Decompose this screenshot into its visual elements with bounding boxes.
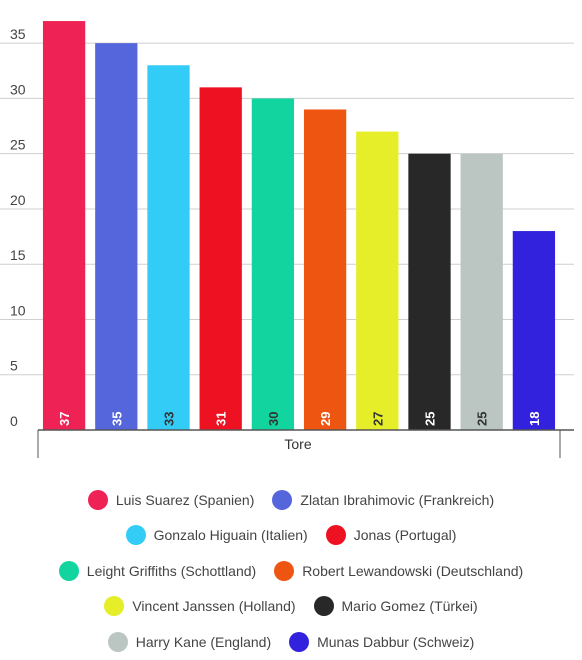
legend-item[interactable]: Luis Suarez (Spanien) (87, 489, 255, 510)
legend-item[interactable]: Mario Gomez (Türkei) (313, 596, 478, 617)
legend-label: Jonas (Portugal) (353, 527, 457, 544)
legend-swatch (272, 489, 293, 510)
y-tick-label: 15 (10, 247, 26, 263)
bar (42, 21, 86, 430)
legend-row: Gonzalo Higuain (Italien) Jonas (Portugal… (0, 518, 582, 554)
y-tick-label: 5 (10, 358, 18, 374)
legend-swatch (313, 596, 334, 617)
bar-value-label: 30 (266, 412, 281, 426)
legend-label: Gonzalo Higuain (Italien) (153, 527, 308, 544)
legend-swatch (107, 631, 128, 652)
legend-swatch (325, 525, 346, 546)
legend-swatch (289, 631, 310, 652)
bar (460, 153, 503, 430)
bar-value-label: 31 (214, 412, 229, 426)
legend-item[interactable]: Robert Lewandowski (Deutschland) (274, 560, 524, 581)
bar-value-label: 25 (423, 412, 438, 426)
bar-value-label: 18 (527, 412, 542, 426)
legend-item[interactable]: Leight Griffiths (Schottland) (58, 560, 257, 581)
bar-value-label: 37 (57, 412, 72, 426)
legend-row: Vincent Janssen (Holland) Mario Gomez (Tü… (0, 589, 582, 625)
legend-item[interactable]: Harry Kane (England) (107, 631, 272, 652)
legend-swatch (274, 560, 295, 581)
bar (408, 153, 451, 430)
legend-label: Luis Suarez (Spanien) (115, 491, 255, 508)
bar (512, 231, 556, 430)
legend-label: Harry Kane (England) (135, 633, 272, 650)
legend-swatch (58, 560, 79, 581)
legend-item[interactable]: Munas Dabbur (Schweiz) (289, 631, 475, 652)
y-tick-label: 10 (10, 302, 26, 318)
y-axis-ticks: 0 5 10 15 20 25 30 35 (10, 26, 26, 429)
legend: Luis Suarez (Spanien) Zlatan Ibrahimovic … (0, 482, 582, 660)
legend-item[interactable]: Gonzalo Higuain (Italien) (125, 525, 308, 546)
bar (251, 98, 295, 430)
legend-label: Mario Gomez (Türkei) (341, 598, 478, 615)
x-axis (37, 429, 574, 458)
bar-value-label: 33 (162, 412, 177, 426)
bar-value-label: 27 (370, 412, 385, 426)
y-tick-label: 35 (10, 26, 26, 42)
bar (199, 87, 242, 431)
legend-item[interactable]: Vincent Janssen (Holland) (104, 596, 296, 617)
legend-label: Leight Griffiths (Schottland) (86, 562, 257, 579)
bar-value-label: 25 (475, 412, 490, 426)
bar-chart: 0 5 10 15 20 25 30 35 37 35 33 31 30 29 27 25 25 18 Tore (0, 21, 574, 458)
legend-row: Harry Kane (England) Munas Dabbur (Schwei… (0, 624, 582, 660)
legend-label: Robert Lewandowski (Deutschland) (302, 562, 524, 579)
bar (356, 131, 399, 430)
y-tick-label: 0 (10, 413, 18, 429)
bars (42, 21, 556, 431)
bar-value-label: 29 (318, 412, 333, 426)
legend-label: Munas Dabbur (Schweiz) (317, 633, 475, 650)
legend-label: Vincent Janssen (Holland) (132, 598, 296, 615)
legend-label: Zlatan Ibrahimovic (Frankreich) (300, 491, 495, 508)
legend-swatch (125, 525, 146, 546)
value-labels: 37 35 33 31 30 29 27 25 25 18 (57, 412, 542, 426)
bar (147, 65, 190, 431)
x-axis-label: Tore (284, 436, 311, 452)
legend-item[interactable]: Zlatan Ibrahimovic (Frankreich) (272, 489, 495, 510)
bar (303, 109, 347, 430)
bar-value-label: 35 (109, 412, 124, 426)
legend-swatch (104, 596, 125, 617)
y-tick-label: 30 (10, 81, 26, 97)
legend-swatch (87, 489, 108, 510)
bar (95, 43, 138, 430)
legend-row: Luis Suarez (Spanien) Zlatan Ibrahimovic … (0, 482, 582, 518)
y-tick-label: 20 (10, 192, 26, 208)
y-tick-label: 25 (10, 137, 26, 153)
legend-row: Leight Griffiths (Schottland) Robert Lewa… (0, 553, 582, 589)
legend-item[interactable]: Jonas (Portugal) (325, 525, 457, 546)
